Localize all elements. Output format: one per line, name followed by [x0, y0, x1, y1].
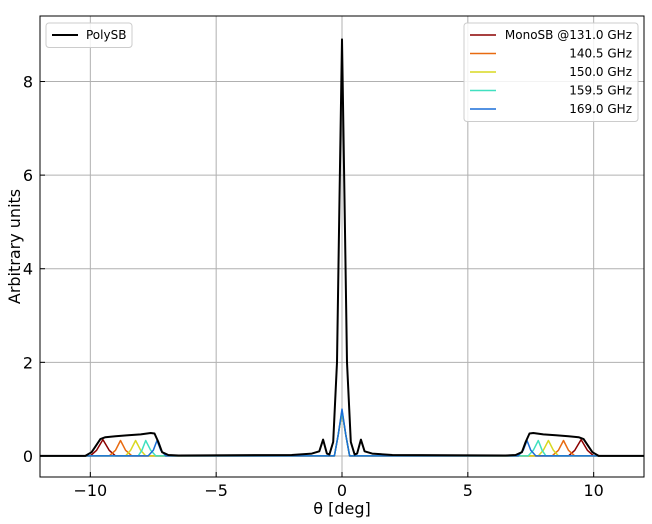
legend-label-mono159: 159.5 GHz: [569, 84, 632, 98]
legend-box-top-right: [463, 22, 639, 122]
x-tick-label: 0: [337, 481, 347, 500]
legend-label-mono169: 169.0 GHz: [569, 102, 632, 116]
x-tick-label: 5: [463, 481, 473, 500]
y-tick-label: 8: [23, 73, 33, 92]
ticks: −10 −5 0 5 10 0 2 4 6 8: [23, 73, 604, 500]
series-line-mono169: [40, 408, 644, 457]
legend-box-top-left: [45, 22, 133, 48]
x-tick-label: −10: [73, 481, 107, 500]
y-tick-label: 2: [23, 353, 33, 372]
x-axis-label: θ [deg]: [313, 499, 371, 518]
legend-label-mono150: 150.0 GHz: [569, 65, 632, 79]
x-tick-label: −5: [204, 481, 228, 500]
plot-area: [40, 38, 644, 457]
y-tick-label: 6: [23, 166, 33, 185]
y-tick-label: 0: [23, 447, 33, 466]
legends: PolySB MonoSB @131.0 GHz 140.5 GHz 150.0 GH…: [45, 22, 639, 122]
x-tick-label: 10: [583, 481, 603, 500]
legend-label-polysb: PolySB: [86, 28, 126, 42]
y-axis-label: Arbitrary units: [5, 189, 24, 304]
series-line-polysb: [40, 38, 644, 457]
y-tick-label: 4: [23, 260, 33, 279]
legend-label-mono140: 140.5 GHz: [569, 47, 632, 61]
legend-label-mono131: MonoSB @131.0 GHz: [505, 28, 632, 42]
